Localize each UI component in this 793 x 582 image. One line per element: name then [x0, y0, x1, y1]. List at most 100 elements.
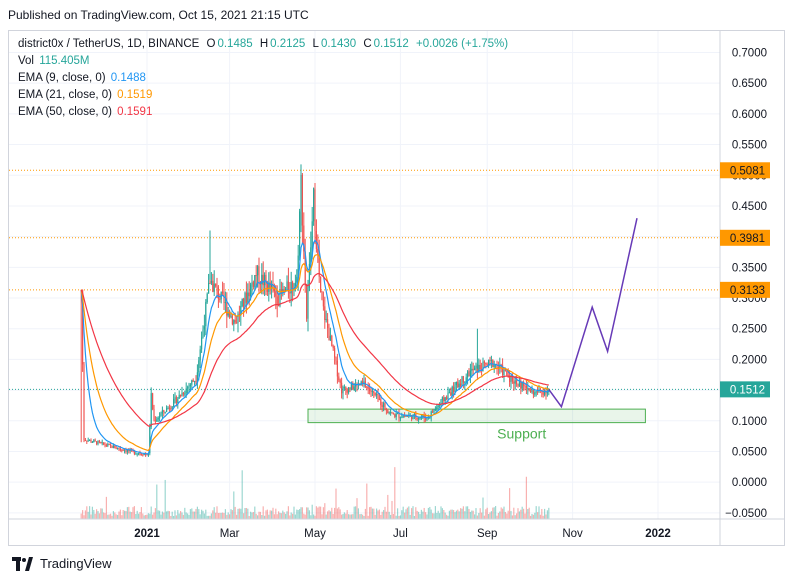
volume-bar: [544, 508, 546, 519]
candle-body: [353, 386, 355, 390]
volume-bar: [310, 515, 312, 519]
candle-body: [128, 450, 130, 452]
x-tick-label: Jul: [393, 528, 408, 540]
volume-bar: [367, 515, 369, 519]
volume-bar: [335, 488, 337, 519]
volume-bar: [181, 512, 183, 519]
volume-bar: [168, 511, 170, 519]
support-label: Support: [497, 426, 546, 442]
volume-bar: [503, 506, 505, 519]
volume-bar: [359, 514, 361, 519]
candle-body: [517, 384, 519, 387]
candle-body: [93, 440, 95, 442]
volume-bar: [222, 512, 224, 519]
volume-bar: [339, 509, 341, 519]
volume-bar: [195, 508, 197, 519]
candle-body: [496, 364, 498, 368]
volume-bar: [412, 506, 414, 519]
tradingview-logo-icon: [12, 556, 33, 571]
volume-bar: [348, 514, 350, 519]
volume-bar: [353, 506, 355, 519]
ema50-line: [80, 272, 549, 427]
volume-bar: [131, 512, 133, 519]
y-tick-label: 0.7000: [732, 47, 767, 59]
volume-bar: [187, 513, 189, 519]
volume-bar: [489, 512, 491, 519]
volume-bar: [96, 509, 98, 519]
candle-body: [374, 393, 376, 396]
candle-body: [401, 417, 403, 419]
volume-bar: [329, 511, 331, 519]
candle-body: [542, 391, 544, 395]
volume-bar: [398, 515, 400, 519]
candle-body: [289, 292, 291, 294]
volume-bar: [111, 515, 113, 519]
vol-label: Vol: [18, 55, 34, 67]
volume-bar: [87, 511, 89, 519]
ema50-label[interactable]: EMA (50, close, 0): [18, 106, 112, 118]
candle-body: [112, 445, 114, 448]
candle-body: [327, 319, 329, 329]
volume-bar: [476, 515, 478, 519]
candle-body: [227, 311, 229, 316]
price-level-tag-bg: [720, 229, 770, 246]
ema9-label[interactable]: EMA (9, close, 0): [18, 72, 106, 84]
volume-bar: [237, 508, 239, 519]
candle-body: [90, 440, 92, 443]
volume-bar: [117, 514, 119, 519]
candle-body: [380, 399, 382, 406]
support-zone: Support: [307, 408, 646, 442]
candle-body: [395, 413, 397, 417]
volume-bar: [229, 514, 231, 519]
volume-bar: [423, 507, 425, 519]
volume-bar: [377, 510, 379, 519]
ema21-label[interactable]: EMA (21, close, 0): [18, 89, 112, 101]
volume-bar: [474, 514, 476, 519]
volume-bar: [450, 509, 452, 519]
candle-body: [164, 411, 166, 413]
volume-bar: [188, 514, 190, 519]
candle-body: [269, 282, 271, 289]
volume-bar: [240, 508, 242, 519]
volume-bar: [471, 510, 473, 519]
candle-body: [339, 380, 341, 383]
symbol-label[interactable]: district0x / TetherUS, 1D, BINANCE: [18, 38, 200, 50]
volume-bar: [217, 513, 219, 519]
volume-bar: [430, 509, 432, 519]
candle-body: [231, 315, 233, 325]
candle-body: [490, 359, 492, 361]
ema50-value: 0.1591: [117, 106, 153, 118]
candle-body: [258, 266, 260, 284]
candle-body: [489, 359, 491, 361]
volume-bar: [350, 514, 352, 519]
candle-body: [168, 407, 170, 409]
candle-body: [142, 454, 144, 456]
volume-bar: [122, 509, 124, 519]
volume-bar: [457, 509, 459, 519]
legend-ema21-row: EMA (21, close, 0) 0.1519: [18, 87, 510, 104]
candle-body: [455, 381, 457, 385]
volume-bar: [492, 507, 494, 519]
footer-brand[interactable]: TradingView: [12, 556, 112, 571]
volume-bar: [521, 506, 523, 519]
volume-bar: [343, 512, 345, 519]
volume-bar: [523, 508, 525, 519]
candle-body: [370, 390, 372, 392]
volume-bar: [192, 511, 194, 519]
candle-body: [121, 449, 123, 451]
high-label: H: [259, 38, 269, 50]
candle-body: [140, 453, 142, 455]
volume-bar: [447, 515, 449, 519]
candle-body: [149, 426, 151, 454]
volume-bar: [392, 513, 394, 519]
volume-bar: [166, 511, 168, 519]
volume-bar: [269, 510, 271, 519]
candle-body: [105, 445, 107, 447]
candle-body: [405, 415, 407, 417]
volume-bar: [539, 514, 541, 519]
candle-body: [425, 418, 427, 420]
volume-bar: [299, 509, 301, 519]
volume-bar: [177, 510, 179, 519]
volume-bar: [115, 514, 117, 519]
